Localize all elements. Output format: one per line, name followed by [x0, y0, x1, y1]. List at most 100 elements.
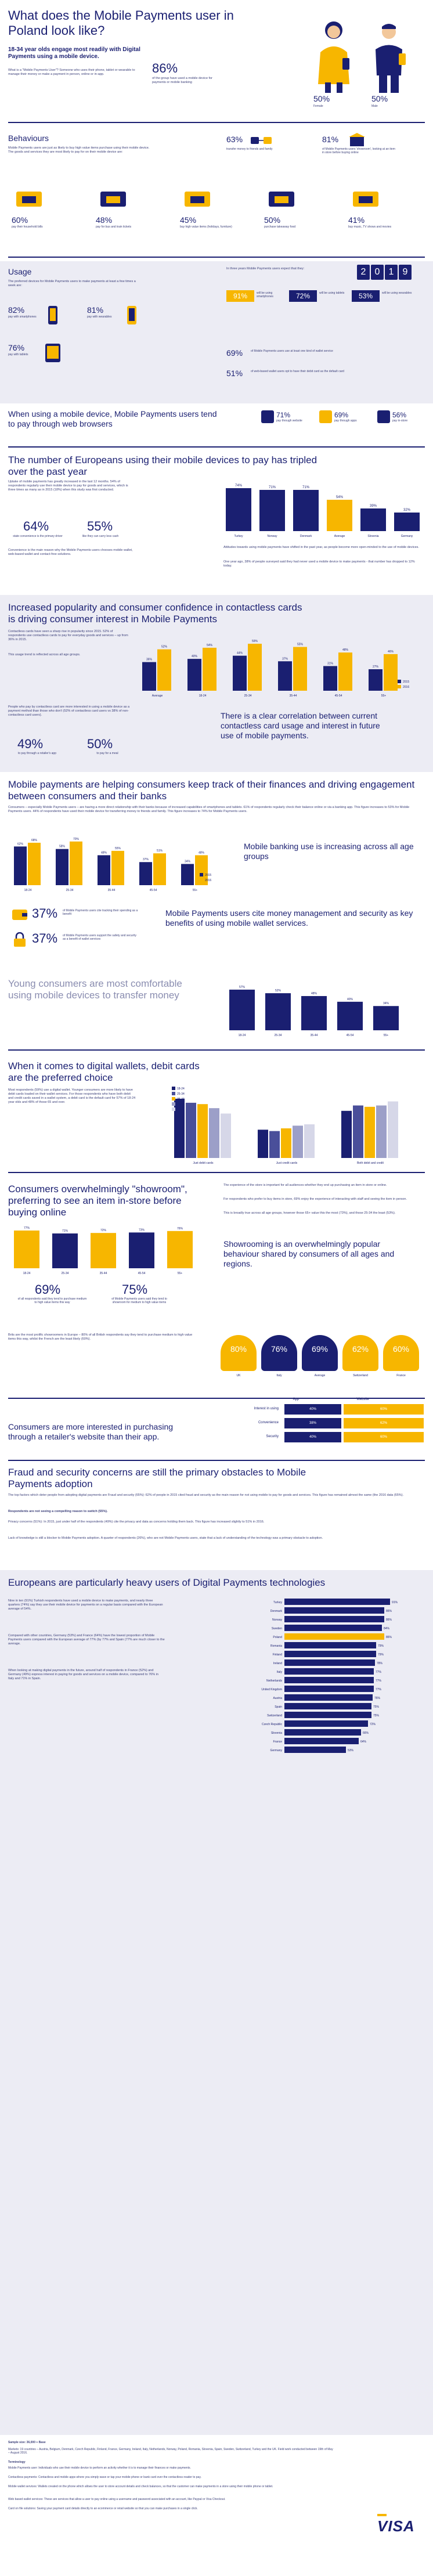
- contactless-bar: [157, 649, 171, 691]
- future-label: will be using tablets: [319, 291, 345, 295]
- contactless-bar: [233, 655, 247, 691]
- header-divider: [8, 122, 425, 123]
- wallets-bar: [209, 1108, 219, 1158]
- country-tile: [342, 1335, 378, 1371]
- wallets-legend-label: 18-24: [177, 1087, 185, 1091]
- tripled-bar: [360, 508, 386, 531]
- tripled-category-label: Norway: [268, 535, 277, 538]
- calendar-digit: 1: [385, 265, 398, 280]
- future-pct: 91%: [226, 290, 254, 302]
- heavy-category-label: France: [273, 1740, 282, 1744]
- device-label: pay with smartphones: [8, 315, 37, 319]
- smartphone-icon: [44, 304, 62, 327]
- footer-terminology-5: Card on file solutions: Saving your paym…: [8, 2507, 198, 2510]
- heavy-value-label: 75%: [373, 1705, 380, 1709]
- young-bar: [301, 996, 327, 1030]
- carry-label: like they can carry less cash: [82, 535, 119, 538]
- banking-bar: [98, 855, 110, 885]
- country-name: France: [396, 1374, 406, 1377]
- future-pct: 72%: [289, 290, 317, 302]
- contactless-value-label: 55%: [297, 643, 304, 647]
- wallets-legend-label: 55+: [177, 1108, 182, 1112]
- heavy-bar: [284, 1651, 376, 1657]
- contactless-value-label: 54%: [207, 644, 213, 647]
- heavy-category-label: Czech Republic: [262, 1723, 283, 1726]
- banking-bar: [70, 841, 82, 885]
- contactless-bar: [142, 662, 156, 691]
- country-pct: 80%: [230, 1344, 247, 1354]
- contactless-legend-swatch: [398, 685, 401, 688]
- future-label: will be using wearables: [382, 291, 412, 295]
- heavy-value-label: 53%: [348, 1749, 354, 1752]
- heavy-users-text2: Compared with other countries, Germany (…: [8, 1634, 165, 1646]
- contactless-title: Increased popularity and consumer confid…: [8, 602, 302, 625]
- contactless-bar: [187, 659, 201, 691]
- convenience-label: state convenience is the primary driver: [13, 535, 63, 538]
- meal-label: to pay for a meal: [96, 752, 118, 755]
- contactless-category-label: 25-34: [244, 694, 252, 698]
- contactless-bar: [278, 661, 292, 691]
- browser-pct: 69%: [334, 411, 349, 419]
- banking-value-label: 68%: [31, 839, 38, 842]
- usage-future-text: In three years Mobile Payments users exp…: [226, 267, 305, 270]
- app-cell: 40%: [284, 1404, 341, 1415]
- heavy-users-text3: When looking at making digital payments …: [8, 1669, 158, 1680]
- banking-bar: [28, 842, 41, 885]
- showrooming-conclusion: Showrooming is an overwhelmingly popular…: [223, 1239, 395, 1268]
- wallets-bar: [388, 1101, 398, 1158]
- showroom-pct: 81%: [322, 135, 339, 144]
- wallets-divider: [8, 1172, 425, 1173]
- heavy-bar: [284, 1616, 384, 1622]
- banking-value-label: 37%: [143, 858, 149, 861]
- young-category-label: 25-34: [275, 1034, 282, 1037]
- heavy-bar: [284, 1633, 384, 1640]
- contactless-bar: [203, 647, 217, 691]
- palm-icon: [180, 186, 215, 209]
- country-pct: 60%: [392, 1344, 410, 1354]
- young-bar: [337, 1001, 363, 1030]
- banking-category-label: 35-44: [108, 889, 116, 892]
- wallets-title: When it comes to digital wallets, debit …: [8, 1060, 200, 1083]
- contactless-bar: [293, 647, 307, 691]
- country-name: Average: [314, 1374, 326, 1377]
- wallets-category-label: Just debit cards: [193, 1161, 214, 1165]
- banking-category-label: 55+: [193, 889, 198, 892]
- contactless-value-label: 40%: [192, 655, 198, 658]
- contactless-category-label: 45-54: [335, 694, 342, 698]
- header-stat-label: of the group have used a mobile device f…: [152, 77, 212, 84]
- banking-bar: [139, 862, 152, 885]
- tripled-chart: 74% Turkey 71% Norway 71% Denmark 54% Average 39…: [226, 484, 420, 538]
- contactless-text3: People who pay by contactless card are m…: [8, 705, 130, 717]
- tripled-bar: [394, 513, 420, 531]
- country-name: UK: [236, 1374, 241, 1377]
- contactless-legend-swatch: [398, 680, 401, 683]
- brits-text: Brits are the most prolific showroomers …: [8, 1333, 193, 1341]
- heavy-category-label: Slovenia: [271, 1731, 282, 1735]
- contactless-value-label: 44%: [237, 652, 243, 655]
- app-row-label: Interest in using: [254, 1407, 279, 1410]
- wallets-chart: Just debit cards Just credit cards Both de…: [172, 1087, 398, 1165]
- safety-label: of Mobile Payments users support the saf…: [63, 934, 137, 941]
- contactless-value-label: 31%: [327, 662, 334, 665]
- takeaway-icon: [264, 186, 299, 209]
- banking-value-label: 55%: [115, 847, 121, 850]
- store-icon: [377, 410, 390, 423]
- behaviours-text: Mobile Payments users are just as likely…: [8, 146, 150, 154]
- banking-legend-swatch: [200, 873, 203, 876]
- wallets-bar: [341, 1110, 352, 1158]
- convenience-pct: 64%: [23, 519, 49, 533]
- banking-category-label: 25-34: [66, 889, 74, 892]
- banking-bar: [56, 849, 68, 885]
- contactless-value-label: 48%: [342, 648, 349, 652]
- heavy-bar: [284, 1738, 359, 1744]
- heavy-bar: [284, 1659, 375, 1666]
- showroom-bar: [52, 1233, 78, 1268]
- browser-label: pay through apps: [334, 419, 357, 423]
- contactless-section: Increased popularity and consumer confid…: [0, 595, 433, 772]
- wallets-bar: [281, 1128, 291, 1158]
- behaviour-pct: 41%: [348, 215, 365, 225]
- contactless-bar: [384, 654, 398, 691]
- contactless-value-label: 27%: [373, 665, 379, 669]
